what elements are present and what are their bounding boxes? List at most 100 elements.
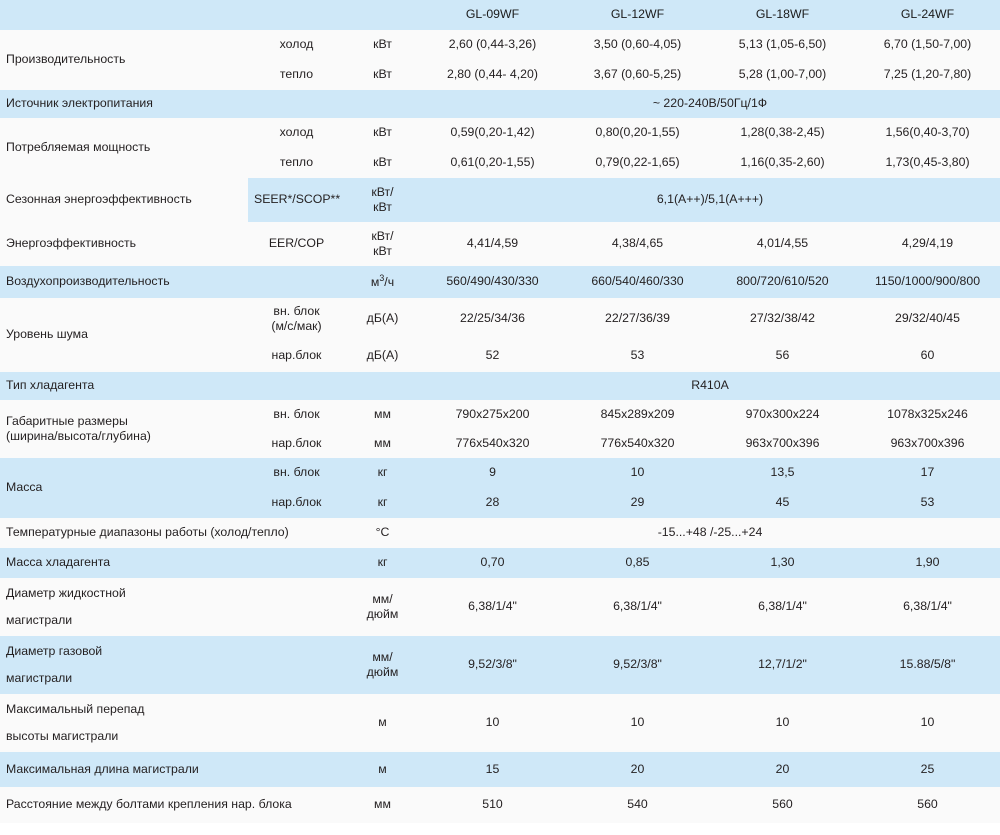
cell-value: 2,60 (0,44-3,26) bbox=[420, 30, 565, 60]
unit-line-1: кВт/ bbox=[371, 184, 394, 199]
table-row-liquid-pipe-diameter: Диаметр жидкостной магистрали мм/ дюйм 6… bbox=[0, 578, 1000, 636]
cell-value: 15 bbox=[420, 752, 565, 787]
cell-value: 1,16(0,35-2,60) bbox=[710, 148, 855, 178]
row-label-line-1: Максимальный перепад bbox=[6, 701, 145, 716]
table-row-capacity-cool: Производительность холод кВт 2,60 (0,44-… bbox=[0, 30, 1000, 90]
row-unit: °C bbox=[345, 518, 420, 548]
cell-value: 3,67 (0,60-5,25) bbox=[565, 60, 710, 90]
cell-value: 27/32/38/42 bbox=[710, 298, 855, 340]
row-sublabel: вн. блок bbox=[248, 400, 345, 429]
row-unit: дБ(А) bbox=[345, 298, 420, 340]
row-unit: кг bbox=[345, 488, 420, 518]
cell-value: 7,25 (1,20-7,80) bbox=[855, 60, 1000, 90]
cell-value: 6,38/1/4" bbox=[565, 578, 710, 636]
row-unit: кг bbox=[345, 548, 420, 578]
cell-value: 0,79(0,22-1,65) bbox=[565, 148, 710, 178]
cell-value: 4,38/4,65 bbox=[565, 222, 710, 266]
cell-value: 0,80(0,20-1,55) bbox=[565, 118, 710, 148]
row-unit: мм/ дюйм bbox=[345, 578, 420, 636]
row-label-capacity: Производительность bbox=[0, 30, 248, 90]
row-label-noise: Уровень шума bbox=[0, 298, 248, 372]
row-unit bbox=[345, 90, 420, 118]
cell-value: 845x289x209 bbox=[565, 400, 710, 429]
row-unit: м3/ч bbox=[345, 266, 420, 298]
row-sublabel bbox=[248, 578, 345, 636]
column-header-model-4: GL-24WF bbox=[855, 0, 1000, 30]
row-label-dimensions: Габаритные размеры (ширина/высота/глубин… bbox=[0, 400, 248, 458]
table-row-dimensions-indoor: Габаритные размеры (ширина/высота/глубин… bbox=[0, 400, 1000, 458]
table-row-refrigerant-mass: Масса хладагента кг 0,70 0,85 1,30 1,90 bbox=[0, 548, 1000, 578]
unit-line-1: мм/ bbox=[372, 591, 393, 606]
unit-suffix: /ч bbox=[384, 275, 395, 290]
cell-value: 13,5 bbox=[710, 458, 855, 488]
row-label-air-flow: Воздухопроизводительность bbox=[0, 266, 248, 298]
row-sublabel bbox=[248, 636, 345, 694]
table-row-noise-indoor: Уровень шума вн. блок (м/с/мак) дБ(А) 22… bbox=[0, 298, 1000, 372]
row-sublabel bbox=[248, 266, 345, 298]
cell-value: 1150/1000/900/800 bbox=[855, 266, 1000, 298]
cell-value: 10 bbox=[710, 694, 855, 752]
unit-line-2: дюйм bbox=[366, 665, 399, 679]
cell-value: 3,50 (0,60-4,05) bbox=[565, 30, 710, 60]
column-header-model-2: GL-12WF bbox=[565, 0, 710, 30]
cell-value: 15.88/5/8" bbox=[855, 636, 1000, 694]
cell-value: 5,28 (1,00-7,00) bbox=[710, 60, 855, 90]
table-row-air-flow: Воздухопроизводительность м3/ч 560/490/4… bbox=[0, 266, 1000, 298]
header-blank-label bbox=[0, 0, 248, 30]
unit-line-1: мм/ bbox=[372, 649, 393, 664]
table-row-weight-outdoor: нар.блок кг 28 29 45 53 bbox=[0, 488, 1000, 518]
cell-value-span: R410A bbox=[420, 372, 1000, 400]
table-row-operating-temperature: Температурные диапазоны работы (холод/те… bbox=[0, 518, 1000, 548]
sublabel-line-1: вн. блок bbox=[273, 303, 320, 318]
row-unit: кВт/ кВт bbox=[345, 178, 420, 222]
cell-value: 800/720/610/520 bbox=[710, 266, 855, 298]
cell-value: 560/490/430/330 bbox=[420, 266, 565, 298]
row-sublabel: вн. блок bbox=[248, 458, 345, 488]
cell-value: 28 bbox=[420, 488, 565, 518]
cell-value: 10 bbox=[565, 458, 710, 488]
table-row-weight-indoor: Масса вн. блок кг 9 10 13,5 17 bbox=[0, 458, 1000, 518]
row-label-line-1: Диаметр жидкостной bbox=[6, 585, 126, 600]
row-label-max-height-difference: Максимальный перепад высоты магистрали bbox=[0, 694, 248, 752]
row-sublabel bbox=[248, 90, 345, 118]
column-header-model-3: GL-18WF bbox=[710, 0, 855, 30]
cell-value: 1078x325x246 bbox=[855, 400, 1000, 429]
row-label-line-1: Габаритные размеры bbox=[6, 413, 128, 428]
row-unit: мм bbox=[345, 787, 420, 823]
cell-value: 0,59(0,20-1,42) bbox=[420, 118, 565, 148]
row-label-refrigerant-mass: Масса хладагента bbox=[0, 548, 248, 578]
row-unit: мм bbox=[345, 400, 420, 429]
row-sublabel: нар.блок bbox=[248, 488, 345, 518]
cell-value: 53 bbox=[855, 488, 1000, 518]
unit-superscript: 3 bbox=[379, 273, 385, 284]
cell-value: 1,28(0,38-2,45) bbox=[710, 118, 855, 148]
cell-value: 776x540x320 bbox=[565, 429, 710, 458]
row-label-weight: Масса bbox=[0, 458, 248, 518]
table-row-input-power-heat: тепло кВт 0,61(0,20-1,55) 0,79(0,22-1,65… bbox=[0, 148, 1000, 178]
cell-value: 56 bbox=[710, 340, 855, 372]
unit-line-1: кВт/ bbox=[371, 228, 394, 243]
table-row-efficiency: Энергоэффективность EER/COP кВт/ кВт 4,4… bbox=[0, 222, 1000, 266]
table-row-refrigerant-type: Тип хладагента R410A bbox=[0, 372, 1000, 400]
cell-value: 560 bbox=[710, 787, 855, 823]
row-sublabel bbox=[248, 752, 345, 787]
table-row-power-source: Источник электропитания ~ 220-240В/50Гц/… bbox=[0, 90, 1000, 118]
column-header-model-1: GL-09WF bbox=[420, 0, 565, 30]
cell-value: 970x300x224 bbox=[710, 400, 855, 429]
cell-value: 1,90 bbox=[855, 548, 1000, 578]
row-label-line-2: магистрали bbox=[6, 671, 73, 685]
row-unit: м bbox=[345, 694, 420, 752]
cell-value: 4,29/4,19 bbox=[855, 222, 1000, 266]
table-row-mounting-bolt-distance: Расстояние между болтами крепления нар. … bbox=[0, 787, 1000, 823]
row-sublabel: SEER*/SCOP** bbox=[248, 178, 345, 222]
row-label-line-2: (ширина/высота/глубина) bbox=[6, 429, 151, 443]
cell-value: 53 bbox=[565, 340, 710, 372]
row-sublabel: тепло bbox=[248, 60, 345, 90]
row-label-seasonal-efficiency: Сезонная энергоэффективность bbox=[0, 178, 248, 222]
cell-value: 963x700x396 bbox=[710, 429, 855, 458]
row-sublabel bbox=[248, 372, 345, 400]
cell-value: 10 bbox=[855, 694, 1000, 752]
row-unit: кВт bbox=[345, 30, 420, 60]
table-row-input-power-cool: Потребляемая мощность холод кВт 0,59(0,2… bbox=[0, 118, 1000, 178]
